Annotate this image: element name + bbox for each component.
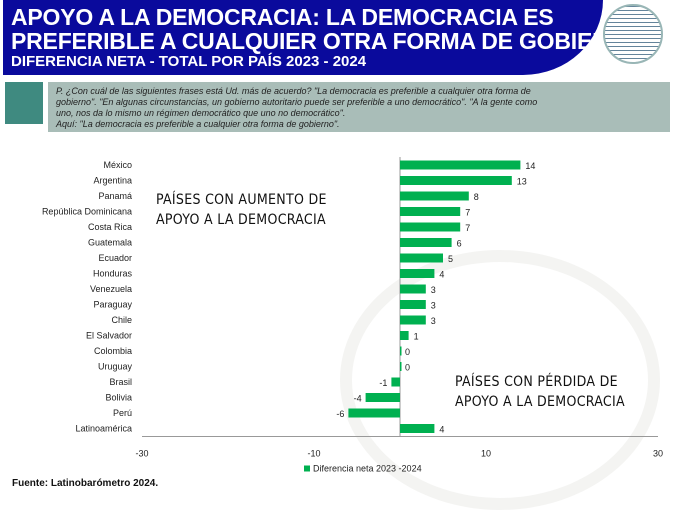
data-label: -6 — [336, 409, 344, 419]
bar — [400, 222, 461, 232]
data-label: 6 — [457, 239, 462, 249]
annotation-decrease-line: APOYO A LA DEMOCRACIA — [455, 394, 625, 410]
title-line-2: PREFERIBLE A CUALQUIER OTRA FORMA DE GOB… — [11, 28, 643, 54]
data-label: -1 — [379, 378, 387, 388]
category-label: El Salvador — [86, 331, 132, 341]
data-label: 7 — [465, 208, 470, 218]
question-line: gobierno". "En algunas circunstancias, u… — [56, 97, 538, 107]
bar — [400, 160, 521, 170]
bar — [400, 253, 443, 263]
category-label: Venezuela — [90, 284, 132, 294]
legend-swatch — [304, 465, 310, 472]
bar — [400, 362, 402, 371]
data-label: 8 — [474, 192, 479, 202]
category-label: Costa Rica — [88, 222, 132, 232]
bar — [400, 284, 426, 294]
category-label: República Dominicana — [42, 207, 132, 217]
category-label: Ecuador — [98, 253, 132, 263]
data-label: -4 — [354, 394, 362, 404]
data-label: 3 — [431, 301, 436, 311]
data-label: 0 — [405, 347, 410, 357]
header-banner: APOYO A LA DEMOCRACIA: LA DEMOCRACIA ES … — [3, 0, 643, 75]
annotation-increase-line: PAÍSES CON AUMENTO DE — [156, 192, 327, 208]
bar — [400, 207, 461, 216]
source-note: Fuente: Latinobarómetro 2024. — [12, 478, 159, 489]
bar — [400, 331, 409, 340]
annotation-decrease-line: PAÍSES CON PÉRDIDA DE — [455, 374, 618, 390]
category-label: Bolivia — [105, 393, 132, 403]
latinobarometro-logo — [603, 4, 663, 64]
bar — [400, 315, 426, 325]
category-label: Guatemala — [88, 238, 132, 248]
bar — [400, 346, 402, 356]
question-line: uno, nos da lo mismo un régimen democrát… — [56, 108, 346, 118]
bar — [400, 238, 452, 247]
category-label: Argentina — [93, 176, 132, 186]
bar — [365, 393, 400, 402]
x-tick-label: -30 — [135, 449, 148, 459]
category-label: Honduras — [93, 269, 133, 279]
category-label: Chile — [111, 315, 132, 325]
bar — [400, 191, 469, 201]
x-tick-label: 10 — [481, 449, 491, 459]
bar — [400, 424, 435, 433]
bar — [400, 300, 426, 309]
category-label: Perú — [113, 408, 132, 418]
data-label: 4 — [439, 425, 444, 435]
question-line: Aquí: "La democracia es preferible a cua… — [56, 119, 340, 129]
category-label: México — [103, 160, 132, 170]
category-label: Paraguay — [93, 300, 132, 310]
category-label: Uruguay — [98, 362, 133, 372]
data-label: 3 — [431, 316, 436, 326]
title-line-1: APOYO A LA DEMOCRACIA: LA DEMOCRACIA ES — [11, 4, 554, 30]
bar — [348, 408, 400, 418]
annotation-increase: PAÍSES CON AUMENTO DE APOYO A LA DEMOCRA… — [156, 190, 327, 230]
question-box: P. ¿Con cuál de las siguientes frases es… — [48, 82, 670, 132]
category-label: Brasil — [109, 377, 132, 387]
question-marker — [5, 82, 43, 124]
annotation-decrease: PAÍSES CON PÉRDIDA DE APOYO A LA DEMOCRA… — [455, 372, 625, 412]
data-label: 5 — [448, 254, 453, 264]
legend-label: Diferencia neta 2023 -2024 — [313, 464, 422, 474]
category-label: Latinoamérica — [75, 424, 132, 434]
data-label: 7 — [465, 223, 470, 233]
bar — [391, 377, 400, 387]
data-label: 4 — [439, 270, 444, 280]
annotation-increase-line: APOYO A LA DEMOCRACIA — [156, 212, 326, 228]
subtitle: DIFERENCIA NETA - TOTAL POR PAÍS 2023 - … — [11, 53, 367, 70]
bar — [400, 269, 435, 278]
data-label: 14 — [525, 161, 535, 171]
x-tick-label: -10 — [307, 449, 320, 459]
category-label: Panamá — [98, 191, 132, 201]
data-label: 13 — [517, 177, 527, 187]
data-label: 0 — [405, 363, 410, 373]
data-label: 3 — [431, 285, 436, 295]
question-line: P. ¿Con cuál de las siguientes frases es… — [56, 86, 531, 96]
x-tick-label: 30 — [653, 449, 663, 459]
category-label: Colombia — [94, 346, 132, 356]
bar — [400, 176, 512, 185]
data-label: 1 — [414, 332, 419, 342]
